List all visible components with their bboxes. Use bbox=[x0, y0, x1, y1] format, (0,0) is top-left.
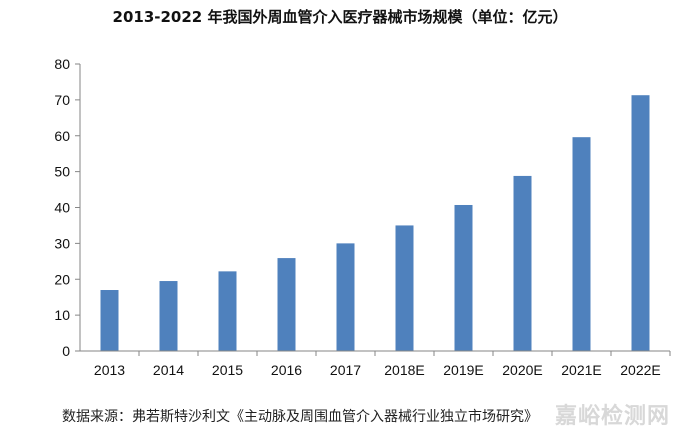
x-tick-label: 2017 bbox=[330, 362, 361, 378]
y-axis: 0 10 20 30 40 50 60 70 80 bbox=[54, 56, 81, 359]
bar-2016 bbox=[277, 258, 296, 351]
bar-2013 bbox=[100, 290, 119, 351]
bar-2017 bbox=[336, 243, 355, 351]
data-source-note: 数据来源：弗若斯特沙利文《主动脉及周围血管介入器械行业独立市场研究》 bbox=[62, 409, 538, 425]
x-tick-label: 2014 bbox=[153, 362, 184, 378]
y-tick-label: 50 bbox=[54, 164, 70, 180]
bar-2018E bbox=[395, 225, 414, 351]
y-tick-label: 10 bbox=[54, 307, 70, 323]
bar-2022E bbox=[631, 95, 650, 352]
bar-2021E bbox=[572, 137, 591, 351]
bar-2020E bbox=[513, 175, 532, 351]
x-axis: 2013 2014 2015 2016 2017 2018E 2019E 2020E 2021E… bbox=[80, 350, 671, 378]
y-tick-label: 20 bbox=[54, 271, 70, 287]
y-tick-label: 60 bbox=[54, 128, 70, 144]
y-tick-label: 40 bbox=[54, 200, 70, 216]
y-tick-label: 0 bbox=[62, 343, 70, 359]
x-tick-label: 2018E bbox=[384, 362, 424, 378]
x-tick-label: 2021E bbox=[561, 362, 601, 378]
bar-2014 bbox=[159, 281, 178, 351]
x-tick-label: 2019E bbox=[443, 362, 483, 378]
bars bbox=[100, 95, 650, 352]
y-tick-label: 30 bbox=[54, 235, 70, 251]
x-tick-label: 2013 bbox=[94, 362, 125, 378]
y-tick-label: 80 bbox=[54, 56, 70, 72]
chart-title: 2013-2022 年我国外周血管介入医疗器械市场规模（单位：亿元） bbox=[112, 8, 568, 26]
x-tick-label: 2022E bbox=[620, 362, 660, 378]
bar-2015 bbox=[218, 271, 237, 351]
x-tick-label: 2015 bbox=[212, 362, 243, 378]
y-tick-label: 70 bbox=[54, 92, 70, 108]
watermark-logo: 嘉峪检测网 bbox=[554, 404, 670, 429]
bar-2019E bbox=[454, 204, 473, 351]
x-tick-label: 2020E bbox=[502, 362, 542, 378]
x-tick-label: 2016 bbox=[271, 362, 302, 378]
